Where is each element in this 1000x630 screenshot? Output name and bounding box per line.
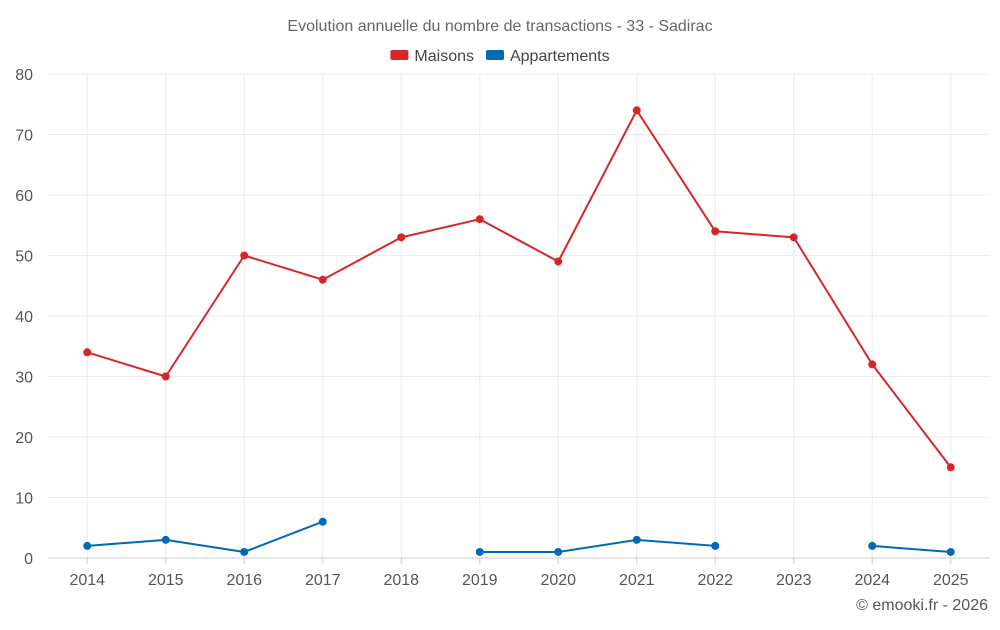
legend-label: Maisons bbox=[414, 48, 474, 65]
series-line bbox=[87, 520, 324, 553]
series-maisons bbox=[83, 106, 955, 472]
data-point[interactable] bbox=[161, 535, 170, 544]
legend-label: Appartements bbox=[510, 48, 610, 65]
legend[interactable]: Maisons Appartements bbox=[390, 48, 610, 65]
data-point[interactable] bbox=[475, 547, 484, 556]
series-group bbox=[83, 106, 955, 556]
data-point[interactable] bbox=[711, 227, 720, 236]
x-tick-label: 2023 bbox=[776, 572, 812, 589]
legend-item-maisons[interactable]: Maisons bbox=[390, 48, 474, 65]
y-tick-label: 60 bbox=[15, 188, 33, 205]
series-line bbox=[86, 109, 952, 468]
data-point[interactable] bbox=[868, 360, 877, 369]
data-point[interactable] bbox=[318, 517, 327, 526]
x-tick-label: 2018 bbox=[383, 572, 419, 589]
x-tick-label: 2015 bbox=[148, 572, 184, 589]
watermark: © emooki.fr - 2026 bbox=[856, 597, 988, 614]
x-tick-label: 2025 bbox=[933, 572, 969, 589]
data-point[interactable] bbox=[318, 275, 327, 284]
series-line bbox=[872, 544, 951, 553]
series-appartements bbox=[83, 517, 955, 556]
x-tick-label: 2020 bbox=[540, 572, 576, 589]
data-point[interactable] bbox=[397, 233, 406, 242]
y-tick-label: 30 bbox=[15, 370, 33, 387]
y-tick-label: 0 bbox=[24, 551, 33, 568]
y-tick-label: 40 bbox=[15, 309, 33, 326]
y-tick-label: 20 bbox=[15, 430, 33, 447]
x-tick-label: 2024 bbox=[854, 572, 890, 589]
grid-lines bbox=[48, 73, 990, 559]
data-point[interactable] bbox=[946, 547, 955, 556]
x-tick-label: 2022 bbox=[697, 572, 733, 589]
data-point[interactable] bbox=[868, 541, 877, 550]
data-point[interactable] bbox=[632, 106, 641, 115]
data-point[interactable] bbox=[83, 348, 92, 357]
y-tick-label: 70 bbox=[15, 128, 33, 145]
x-tick-label: 2019 bbox=[462, 572, 498, 589]
y-tick-label: 50 bbox=[15, 249, 33, 266]
data-point[interactable] bbox=[789, 233, 798, 242]
legend-item-appartements[interactable]: Appartements bbox=[485, 48, 610, 65]
legend-swatch bbox=[485, 50, 504, 60]
data-point[interactable] bbox=[554, 257, 563, 266]
data-point[interactable] bbox=[161, 372, 170, 381]
chart-title: Evolution annuelle du nombre de transact… bbox=[287, 18, 712, 35]
data-point[interactable] bbox=[240, 251, 249, 260]
data-point[interactable] bbox=[632, 535, 641, 544]
legend-swatch bbox=[390, 50, 409, 60]
data-point[interactable] bbox=[475, 215, 484, 224]
data-point[interactable] bbox=[946, 463, 955, 472]
y-tick-label: 10 bbox=[15, 491, 33, 508]
axes: 0 10 20 30 40 50 60 70 80 2014 2015 2016 2017 2018 201… bbox=[15, 67, 990, 589]
data-point[interactable] bbox=[711, 541, 720, 550]
data-point[interactable] bbox=[83, 541, 92, 550]
x-tick-label: 2016 bbox=[226, 572, 262, 589]
data-point[interactable] bbox=[554, 547, 563, 556]
x-tick-label: 2021 bbox=[619, 572, 655, 589]
series-line bbox=[479, 538, 716, 553]
x-tick-label: 2017 bbox=[305, 572, 341, 589]
y-tick-label: 80 bbox=[15, 67, 33, 84]
x-tick-label: 2014 bbox=[69, 572, 105, 589]
data-point[interactable] bbox=[240, 547, 249, 556]
